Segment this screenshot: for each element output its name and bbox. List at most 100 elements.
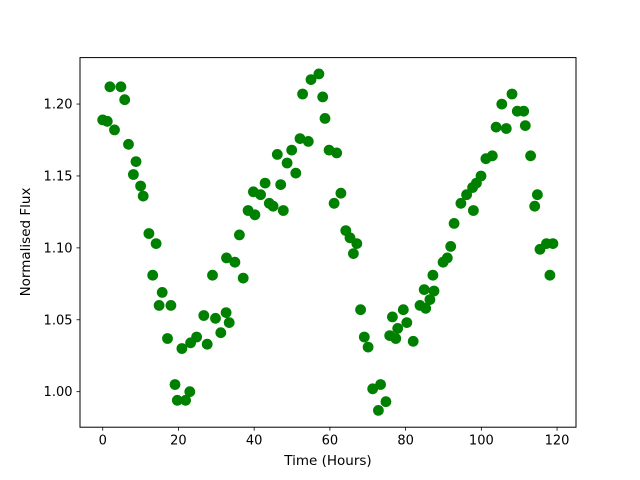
data-point	[201, 338, 213, 350]
data-point	[387, 311, 398, 323]
data-point	[375, 379, 386, 390]
data-point	[221, 252, 232, 264]
data-point	[277, 205, 289, 216]
data-point	[143, 228, 155, 239]
x-tick-label: 0	[99, 434, 107, 449]
data-point	[210, 312, 221, 324]
data-point	[313, 68, 325, 80]
y-tick-label: 1.15	[44, 169, 73, 184]
data-point	[137, 190, 149, 202]
data-point	[207, 269, 218, 281]
data-point	[275, 179, 287, 191]
data-point	[328, 197, 340, 209]
x-tick-label: 120	[545, 434, 570, 449]
data-point	[373, 405, 384, 416]
data-point	[418, 284, 430, 295]
data-point	[351, 238, 363, 250]
data-point	[448, 218, 460, 229]
data-point	[290, 167, 302, 179]
data-point	[150, 238, 162, 250]
data-point	[547, 238, 559, 250]
data-point	[156, 287, 168, 298]
data-point	[229, 256, 241, 268]
data-points	[97, 68, 559, 416]
data-point	[362, 341, 374, 353]
data-point	[506, 88, 518, 100]
data-point	[109, 124, 120, 136]
x-tick-label: 20	[170, 434, 187, 449]
data-point	[223, 317, 235, 328]
data-point	[475, 170, 487, 182]
data-point	[424, 294, 436, 305]
data-point	[198, 310, 210, 321]
data-point	[486, 150, 498, 162]
data-point	[519, 120, 531, 131]
data-point	[500, 123, 512, 134]
y-tick-label: 1.05	[44, 313, 73, 328]
y-tick-label: 1.20	[44, 98, 73, 113]
data-point	[165, 300, 177, 311]
x-tick-label: 80	[397, 434, 414, 449]
data-point	[420, 302, 432, 314]
data-point	[355, 304, 366, 316]
data-point	[147, 269, 159, 281]
data-point	[267, 200, 279, 212]
data-point	[427, 269, 439, 281]
data-point	[496, 98, 508, 110]
data-point	[441, 252, 453, 264]
data-point	[255, 189, 266, 201]
data-point	[544, 269, 556, 281]
data-point	[249, 209, 261, 221]
data-point	[461, 189, 472, 201]
data-point	[171, 394, 183, 406]
data-point	[123, 138, 134, 150]
data-point	[176, 343, 188, 354]
data-point	[525, 150, 536, 162]
data-point	[518, 105, 530, 117]
data-point	[281, 157, 293, 169]
data-point	[367, 383, 379, 395]
data-point	[237, 272, 249, 284]
data-point	[169, 379, 181, 390]
data-point	[101, 115, 113, 127]
data-point	[380, 396, 392, 408]
y-axis-label: Normalised Flux	[18, 188, 34, 297]
data-point	[445, 241, 457, 252]
data-point	[184, 386, 196, 398]
data-point	[468, 205, 479, 216]
data-point	[127, 169, 139, 180]
data-point	[455, 197, 467, 209]
data-point	[215, 327, 227, 339]
data-point	[335, 187, 347, 199]
data-point	[153, 300, 165, 311]
x-tick-label: 60	[322, 434, 339, 449]
data-point	[271, 149, 283, 160]
data-point	[135, 180, 147, 192]
axis-ticks: 0 20 40 60 80 100 120 1.00 1.05 1.10 1.15 1.20	[44, 98, 570, 449]
data-point	[331, 147, 343, 159]
x-tick-label: 40	[246, 434, 263, 449]
data-point	[115, 81, 127, 93]
data-point	[302, 136, 314, 147]
data-point	[529, 200, 541, 212]
data-point	[130, 156, 142, 168]
data-point	[319, 113, 331, 124]
data-point	[397, 304, 409, 316]
data-point	[104, 81, 116, 93]
y-tick-label: 1.00	[44, 385, 73, 400]
data-point	[390, 333, 402, 344]
data-point	[259, 177, 271, 189]
x-axis-label: Time (Hours)	[283, 453, 371, 469]
data-point	[317, 91, 329, 103]
data-point	[428, 285, 440, 297]
data-point	[348, 248, 359, 259]
data-point	[191, 331, 203, 343]
y-tick-label: 1.10	[44, 241, 73, 256]
data-point	[180, 394, 192, 406]
x-tick-label: 100	[469, 434, 494, 449]
data-point	[532, 189, 543, 201]
data-point	[297, 88, 308, 100]
data-point	[358, 331, 370, 343]
